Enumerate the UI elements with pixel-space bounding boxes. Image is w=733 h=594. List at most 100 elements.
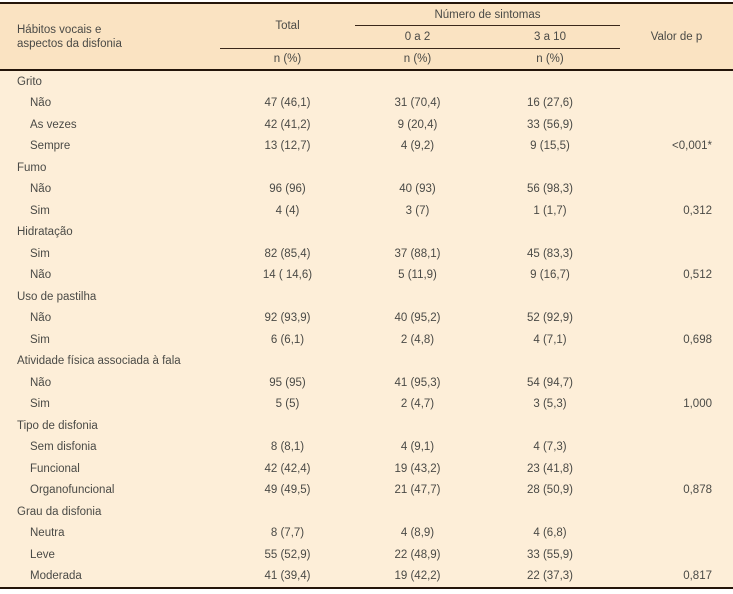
cell-label: Não (30, 269, 52, 282)
cell-g02: 40 (93) (399, 183, 436, 196)
cell-label: Uso de pastilha (17, 290, 97, 303)
table-row: Sim 4 (4) 3 (7) 1 (1,7) 0,312 (0, 200, 733, 222)
table-row: Não 95 (95) 41 (95,3) 54 (94,7) (0, 372, 733, 394)
header-npct-0-2: n (%) (403, 53, 432, 65)
cell-label: Neutra (30, 527, 65, 540)
header-total: Total (220, 4, 355, 49)
header-row-label-line1: Hábitos vocais e (17, 23, 102, 36)
cell-label: Sim (30, 398, 50, 411)
table-row: Sempre 13 (12,7) 4 (9,2) 9 (15,5) <0,001* (0, 136, 733, 158)
table-group-row: Atividade física associada à fala (0, 351, 733, 373)
cell-label: Sim (30, 333, 50, 346)
cell-g02: 4 (9,2) (400, 140, 435, 153)
table-row: Não 14 ( 14,6) 5 (11,9) 9 (16,7) 0,512 (0, 265, 733, 287)
cell-total: 8 (8,1) (270, 441, 305, 454)
cell-g02: 4 (8,9) (400, 527, 435, 540)
table-group-row: Grau da disfonia (0, 501, 733, 523)
cell-g310: 9 (15,5) (530, 140, 570, 153)
cell-g02: 21 (47,7) (394, 484, 441, 497)
cell-g02: 19 (42,2) (394, 570, 441, 583)
table-row: Funcional 42 (42,4) 19 (43,2) 23 (41,8) (0, 458, 733, 480)
table-group-row: Uso de pastilha (0, 286, 733, 308)
cell-p: 0,878 (683, 484, 712, 497)
cell-g02: 40 (95,2) (394, 312, 441, 325)
cell-label: Tipo de disfonia (17, 419, 98, 432)
table-row: Moderada 41 (39,4) 19 (42,2) 22 (37,3) 0,817 (0, 566, 733, 588)
header-npct-3-10: n (%) (536, 53, 564, 65)
table-row: Não 47 (46,1) 31 (70,4) 16 (27,6) (0, 93, 733, 115)
cell-label: Não (30, 376, 52, 389)
cell-total: 42 (42,4) (264, 462, 311, 475)
cell-label: Não (30, 183, 52, 196)
cell-total: 8 (7,7) (270, 527, 305, 540)
table-body: Grito Não 47 (46,1) 31 (70,4) 16 (27,6) Às ve… (0, 71, 733, 587)
cell-g310: 54 (94,7) (526, 376, 574, 389)
cell-total: 4 (4) (275, 204, 300, 217)
cell-label: Não (30, 312, 52, 325)
header-row-label-line2: aspectos da disfonia (17, 37, 122, 50)
cell-total: 49 (49,5) (264, 484, 311, 497)
cell-g310: 52 (92,9) (526, 312, 574, 325)
cell-g02: 19 (43,2) (394, 462, 441, 475)
cell-g02: 2 (4,7) (400, 398, 435, 411)
cell-g02: 2 (4,8) (400, 333, 435, 346)
cell-g310: 4 (7,1) (533, 333, 567, 346)
cell-p: 1,000 (683, 398, 712, 411)
cell-total: 14 ( 14,6) (262, 269, 313, 282)
table-row: Leve 55 (52,9) 22 (48,9) 33 (55,9) (0, 544, 733, 566)
table-row: Sem disfonia 8 (8,1) 4 (9,1) 4 (7,3) (0, 437, 733, 459)
table-row: Sim 6 (6,1) 2 (4,8) 4 (7,1) 0,698 (0, 329, 733, 351)
cell-total: 5 (5) (275, 398, 300, 411)
cell-g310: 33 (56,9) (526, 118, 574, 131)
cell-total: 55 (52,9) (264, 548, 311, 561)
cell-g310: 16 (27,6) (526, 97, 574, 110)
header-symptoms-group: Número de sintomas (355, 4, 620, 26)
cell-g310: 4 (7,3) (533, 441, 567, 454)
cell-label: Hidratação (17, 226, 73, 239)
cell-label: Grito (17, 75, 42, 88)
cell-label: Organofuncional (30, 484, 115, 497)
cell-label: Não (30, 97, 52, 110)
cell-label: Atividade física associada à fala (17, 355, 181, 368)
table-row: Sim 82 (85,4) 37 (88,1) 45 (83,3) (0, 243, 733, 265)
cell-g02: 3 (7) (405, 204, 430, 217)
cell-label: Fumo (17, 161, 47, 174)
cell-p: 0,512 (683, 269, 712, 282)
cell-g310: 1 (1,7) (533, 204, 567, 217)
table-row: Neutra 8 (7,7) 4 (8,9) 4 (6,8) (0, 523, 733, 545)
table-row: Não 92 (93,9) 40 (95,2) 52 (92,9) (0, 308, 733, 330)
table-group-row: Tipo de disfonia (0, 415, 733, 437)
cell-g02: 37 (88,1) (394, 247, 441, 260)
header-npct-total: n (%) (273, 53, 302, 65)
cell-g310: 9 (16,7) (530, 269, 570, 282)
cell-g02: 31 (70,4) (394, 97, 441, 110)
cell-label: Às vezes (30, 118, 77, 131)
cell-g310: 56 (98,3) (526, 183, 574, 196)
cell-label: Leve (30, 548, 55, 561)
cell-g310: 45 (83,3) (526, 247, 574, 260)
cell-g310: 3 (5,3) (533, 398, 567, 411)
cell-label: Sempre (30, 140, 71, 153)
cell-g02: 22 (48,9) (394, 548, 441, 561)
table-header: Hábitos vocais e aspectos da disfonia To… (0, 4, 733, 71)
cell-label: Grau da disfonia (17, 505, 102, 518)
cell-total: 41 (39,4) (264, 570, 311, 583)
cell-g02: 9 (20,4) (397, 118, 438, 131)
table-group-row: Grito (0, 71, 733, 93)
cell-label: Sem disfonia (30, 441, 97, 454)
cell-g02: 4 (9,1) (400, 441, 435, 454)
cell-g310: 4 (6,8) (533, 527, 567, 540)
cell-total: 47 (46,1) (264, 97, 311, 110)
cell-g310: 28 (50,9) (526, 484, 574, 497)
cell-total: 6 (6,1) (270, 333, 305, 346)
cell-g310: 33 (55,9) (526, 548, 574, 561)
table-row: Às vezes 42 (41,2) 9 (20,4) 33 (56,9) (0, 114, 733, 136)
cell-p: 0,312 (683, 204, 712, 217)
cell-g02: 5 (11,9) (398, 269, 437, 282)
cell-total: 95 (95) (269, 376, 306, 389)
cell-total: 13 (12,7) (264, 140, 311, 153)
table-row: Sim 5 (5) 2 (4,7) 3 (5,3) 1,000 (0, 394, 733, 416)
cell-total: 82 (85,4) (264, 247, 311, 260)
